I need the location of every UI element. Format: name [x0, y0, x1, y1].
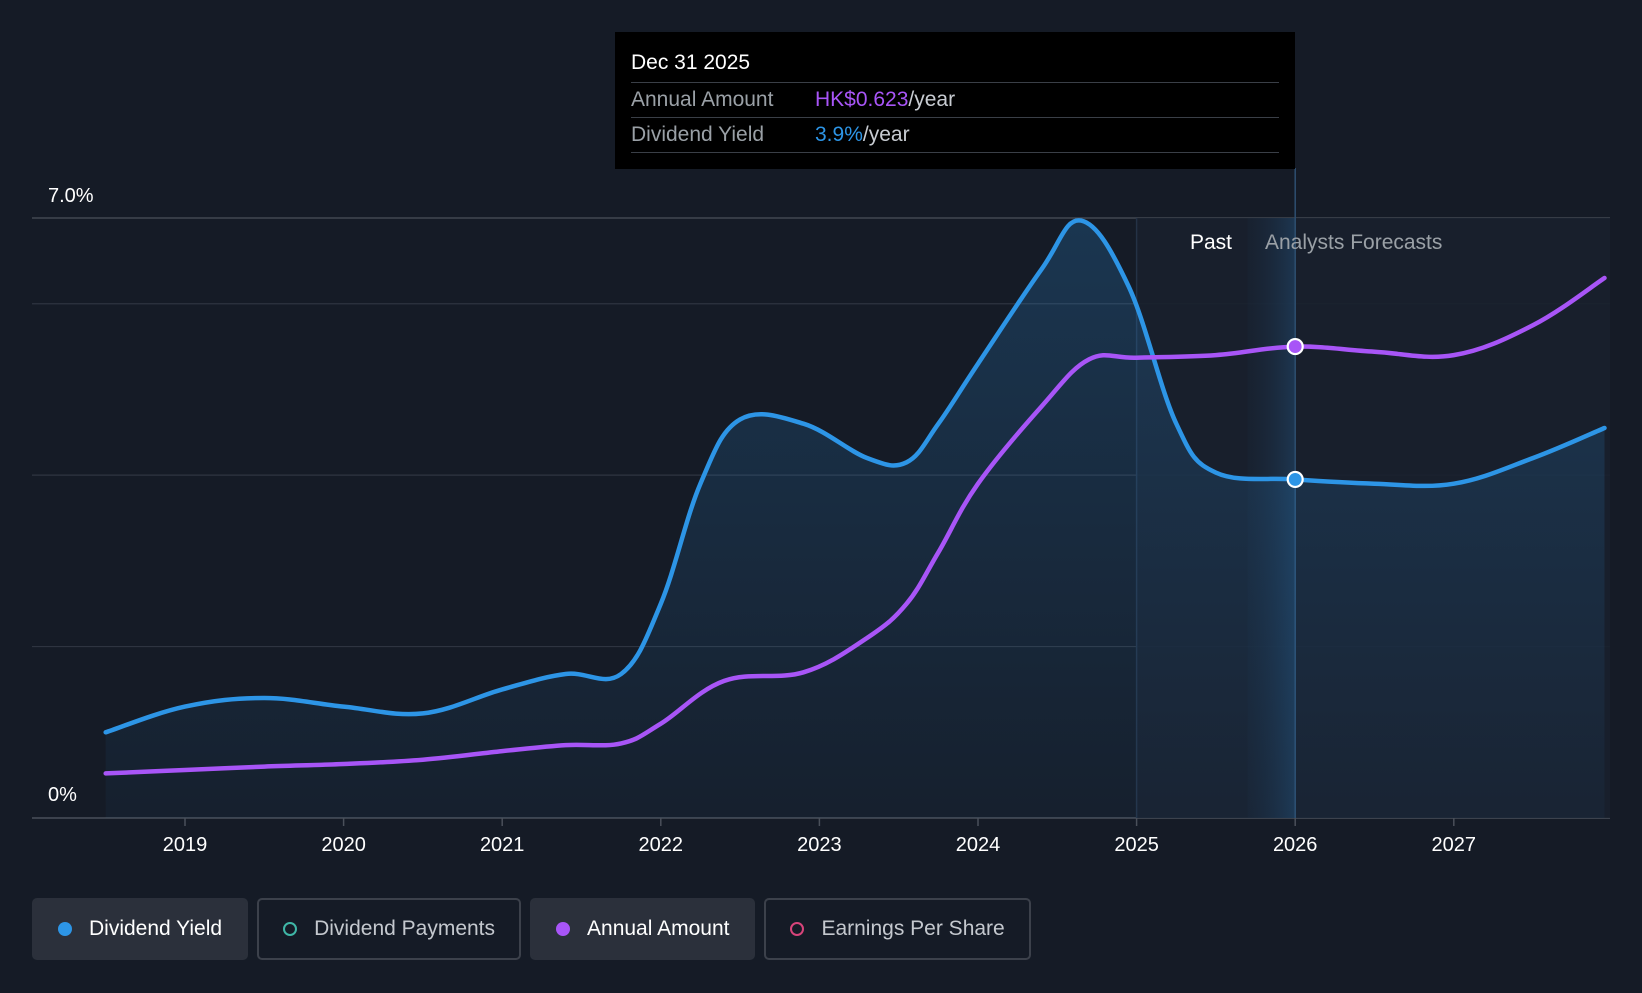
x-tick-label: 2025: [1114, 834, 1159, 856]
highlight-point: [1286, 337, 1304, 356]
legend-dot-icon: [58, 922, 72, 936]
x-tick-label: 2024: [956, 834, 1001, 856]
forecast-region-label: Analysts Forecasts: [1265, 231, 1442, 254]
legend-dividend-payments[interactable]: Dividend Payments: [257, 898, 522, 960]
x-tick-label: 2027: [1432, 834, 1477, 856]
tooltip-date: Dec 31 2025: [631, 32, 1279, 83]
tooltip-value: 3.9%: [815, 123, 863, 146]
tooltip-row-annual-amount: Annual Amount HK$0.623 /year: [631, 83, 1279, 118]
y-axis-bottom-label: 0%: [48, 784, 77, 806]
highlight-point: [1286, 470, 1304, 489]
x-tick-label: 2019: [163, 834, 208, 856]
x-tick-label: 2023: [797, 834, 842, 856]
x-tick-label: 2022: [639, 834, 684, 856]
x-tick-label: 2026: [1273, 834, 1318, 856]
legend-dot-icon: [556, 922, 571, 936]
legend-ring-icon: [790, 922, 805, 936]
dividend-yield-area: [105, 220, 1605, 818]
legend-label: Dividend Payments: [314, 917, 496, 940]
chart-legend: Dividend Yield Dividend Payments Annual …: [32, 898, 1031, 960]
legend-label: Dividend Yield: [89, 917, 223, 940]
tooltip-value: HK$0.623: [815, 88, 909, 111]
tooltip-unit: /year: [862, 123, 910, 146]
dividend-yield-line: [103, 218, 1607, 735]
legend-dividend-yield[interactable]: Dividend Yield: [32, 898, 249, 960]
tooltip-label: Annual Amount: [631, 88, 774, 111]
tooltip-unit: /year: [908, 88, 956, 111]
x-tick-label: 2020: [321, 834, 366, 856]
x-tick-label: 2021: [480, 834, 525, 856]
past-region-label: Past: [1190, 231, 1232, 254]
legend-label: Annual Amount: [587, 917, 730, 940]
tooltip-row-dividend-yield: Dividend Yield 3.9% /year: [631, 118, 1279, 153]
y-axis-top-label: 7.0%: [48, 185, 94, 207]
legend-ring-icon: [283, 922, 298, 936]
legend-earnings-per-share[interactable]: Earnings Per Share: [764, 898, 1031, 960]
annual-amount-line: [103, 275, 1607, 776]
legend-annual-amount[interactable]: Annual Amount: [530, 898, 756, 960]
chart-tooltip: Dec 31 2025 Annual Amount HK$0.623 /year…: [615, 32, 1295, 169]
tooltip-label: Dividend Yield: [631, 123, 765, 146]
legend-label: Earnings Per Share: [821, 917, 1005, 940]
